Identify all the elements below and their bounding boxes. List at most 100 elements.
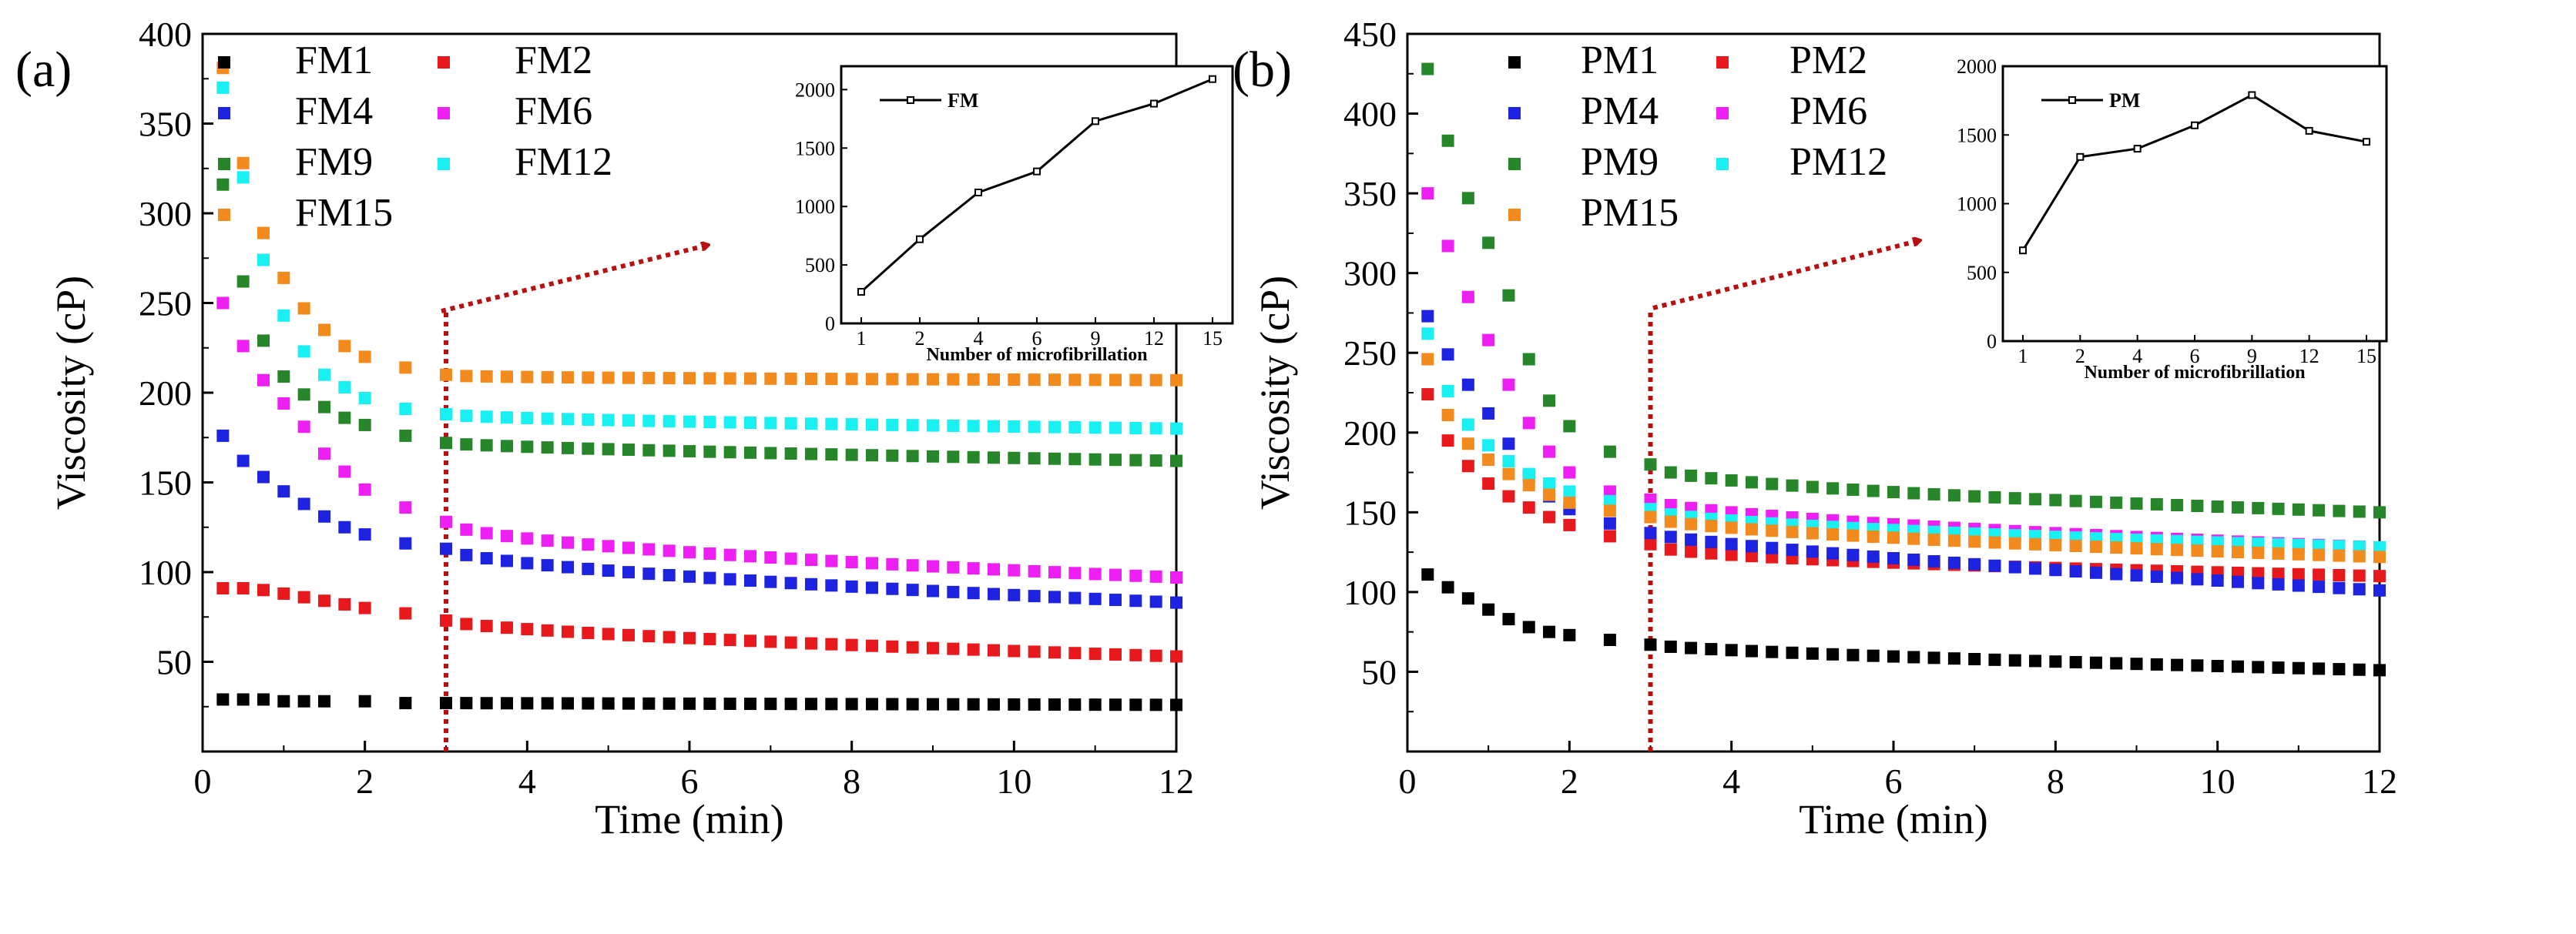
data-point xyxy=(2211,574,2224,588)
data-point xyxy=(1008,588,1021,601)
data-point xyxy=(1867,550,1880,563)
x-tick-label: 2 xyxy=(356,762,374,801)
data-point xyxy=(703,445,716,458)
data-point xyxy=(988,451,1000,464)
data-point xyxy=(521,370,534,383)
legend: PM1 PM2 PM4 PM6 PM9 PM12 PM15 xyxy=(1508,38,1887,235)
x-tick-label: 2 xyxy=(1561,762,1578,801)
data-point xyxy=(2272,502,2285,515)
data-point xyxy=(1048,591,1061,604)
data-point xyxy=(480,527,493,540)
inset-x-tick-label: 4 xyxy=(2132,345,2142,367)
data-point xyxy=(703,416,716,429)
series-FM12 xyxy=(216,81,1182,435)
data-point xyxy=(257,253,270,266)
data-point xyxy=(541,370,554,383)
data-point xyxy=(2252,501,2265,514)
inset-x-tick-label: 6 xyxy=(2190,345,2200,367)
inset-y-tick-label: 1500 xyxy=(1957,124,1997,146)
inset-x-tick-label: 2 xyxy=(915,327,925,350)
data-point xyxy=(399,697,412,710)
data-point xyxy=(1826,547,1840,560)
data-point xyxy=(2333,663,2346,676)
inset-point xyxy=(2076,152,2085,161)
data-point xyxy=(642,567,656,581)
y-tick-label: 50 xyxy=(156,643,192,682)
data-point xyxy=(723,573,736,586)
data-point xyxy=(988,420,1000,433)
data-point xyxy=(622,371,635,384)
data-point xyxy=(2313,539,2326,552)
legend-marker xyxy=(1716,107,1729,119)
data-point xyxy=(236,454,250,467)
guide-arrow xyxy=(441,245,709,313)
data-point xyxy=(825,638,838,651)
data-point xyxy=(602,413,615,427)
data-point xyxy=(1563,628,1576,641)
data-point xyxy=(2373,570,2386,583)
data-point xyxy=(541,624,554,637)
data-point xyxy=(1664,640,1677,653)
data-point xyxy=(2069,494,2082,507)
y-tick-label: 200 xyxy=(1343,413,1397,453)
data-point xyxy=(947,373,960,386)
x-axis-label: Time (min) xyxy=(595,796,784,842)
data-point xyxy=(318,368,330,381)
legend-label: PM1 xyxy=(1581,38,1659,82)
data-point xyxy=(744,634,756,648)
data-point xyxy=(2171,571,2184,584)
data-point xyxy=(784,698,797,711)
data-point xyxy=(1725,548,1738,561)
data-point xyxy=(318,447,330,460)
data-point xyxy=(1846,648,1860,661)
data-point xyxy=(1644,537,1657,551)
data-point xyxy=(906,450,919,463)
data-point xyxy=(480,410,493,423)
data-point xyxy=(723,372,736,385)
data-point xyxy=(582,442,595,455)
data-point xyxy=(2313,548,2326,561)
data-point xyxy=(845,580,858,593)
data-point xyxy=(703,697,716,710)
data-point xyxy=(2373,584,2386,597)
data-point xyxy=(703,632,716,645)
data-point xyxy=(703,547,716,561)
data-point xyxy=(1522,621,1535,634)
y-axis-label: Viscosity (cP) xyxy=(1252,276,1298,510)
y-tick-label: 400 xyxy=(139,15,192,54)
data-point xyxy=(338,381,351,394)
x-tick-label: 6 xyxy=(681,762,699,801)
data-point xyxy=(1968,535,1981,548)
data-point xyxy=(845,698,858,711)
data-point xyxy=(1603,517,1616,530)
data-point xyxy=(2130,497,2143,510)
data-point xyxy=(805,372,817,385)
data-point xyxy=(297,497,310,511)
data-point xyxy=(1947,652,1961,665)
data-point xyxy=(1008,698,1021,711)
data-point xyxy=(358,483,371,496)
series-FM4 xyxy=(216,429,1182,609)
data-point xyxy=(1441,408,1454,421)
data-point xyxy=(2272,567,2285,581)
data-point xyxy=(683,570,696,583)
data-point xyxy=(2231,575,2244,588)
data-point xyxy=(642,371,656,384)
data-point xyxy=(1867,484,1880,497)
data-point xyxy=(1068,698,1082,711)
data-point xyxy=(582,371,595,384)
data-point xyxy=(1441,134,1454,147)
legend-marker xyxy=(1508,107,1521,119)
inset-y-tick-label: 1000 xyxy=(795,196,835,218)
data-point xyxy=(2191,544,2204,557)
data-point xyxy=(501,530,513,543)
data-point xyxy=(541,534,554,547)
data-point xyxy=(277,695,290,708)
data-point xyxy=(318,400,330,413)
data-point xyxy=(1705,547,1718,560)
data-point xyxy=(521,557,534,570)
data-point xyxy=(764,417,777,430)
data-point xyxy=(318,510,330,523)
data-point xyxy=(1644,493,1657,506)
data-point xyxy=(1644,511,1657,524)
